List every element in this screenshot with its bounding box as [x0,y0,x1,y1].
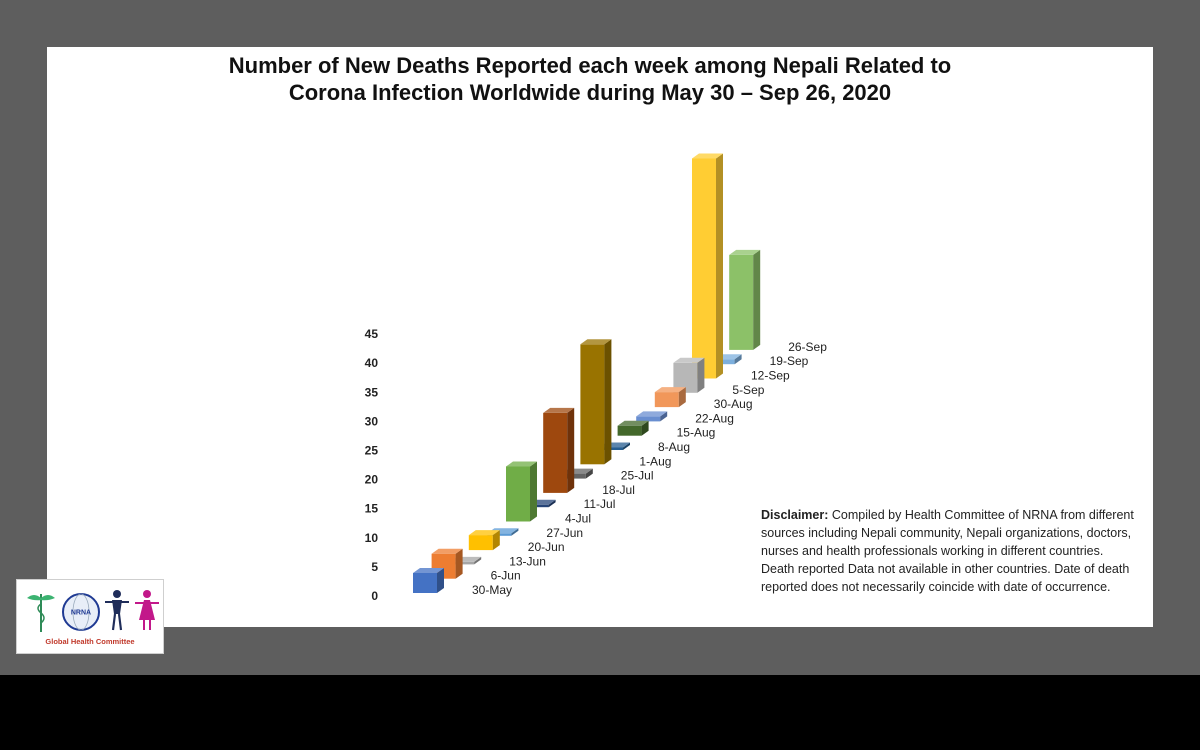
bar-top-face [617,420,649,426]
bars [413,153,761,593]
bar-chart-3d: 0 5 10 15 20 25 30 35 40 45 30-May6-Jun13-Jun20-J… [365,153,827,603]
bar-30-Aug [654,387,686,408]
y-tick-label: 15 [365,502,379,516]
bar-side-face [455,548,463,579]
bar-side-face [585,468,593,479]
bar-front-face [729,254,754,350]
bar-top-face [654,387,686,393]
x-tick-label: 8-Aug [658,440,690,454]
bar-top-face [468,530,500,536]
x-tick-label: 13-Jun [509,554,546,568]
y-tick-label: 20 [365,473,379,487]
disclaimer-text: Compiled by Health Committee of NRNA fro… [761,508,1134,594]
nrna-logo: NRNA [27,590,159,632]
y-tick-label: 30 [365,414,379,428]
bar-side-face [567,407,575,493]
bar-top-face [673,357,705,363]
x-tick-label: 27-Jun [546,526,583,540]
y-tick-label: 40 [365,356,379,370]
bar-top-face [506,461,537,467]
x-tick-label: 11-Jul [584,497,616,511]
bar-side-face [474,556,482,565]
bar-front-face [617,425,642,436]
bar-front-face [636,416,661,422]
bar-side-face [623,442,630,450]
y-axis: 0 5 10 15 20 25 30 35 40 45 [365,327,379,603]
x-axis: 30-May6-Jun13-Jun20-Jun27-Jun4-Jul11-Jul… [472,340,827,597]
bar-20-Jun [468,530,500,551]
bar-side-face [548,499,556,508]
bar-15-Aug [617,420,649,436]
bar-22-Aug [636,411,668,422]
bar-18-Jul [543,407,575,493]
bar-front-face [692,158,716,379]
bar-side-face [697,357,705,393]
slide-panel [47,47,1153,627]
bar-side-face [492,530,500,551]
y-tick-label: 10 [365,531,379,545]
y-tick-label: 45 [365,327,379,341]
bar-front-face [506,466,530,522]
x-tick-label: 19-Sep [770,354,809,368]
bar-side-face [437,568,444,593]
disclaimer: Disclaimer: Compiled by Health Committee… [761,506,1139,596]
bar-front-face [580,344,605,465]
bar-side-face [530,461,537,522]
globe-icon: NRNA [62,593,100,631]
bar-top-face [543,407,575,413]
bar-front-face [413,573,437,593]
x-tick-label: 30-Aug [714,397,753,411]
bar-12-Sep [692,153,723,379]
x-tick-label: 1-Aug [639,454,671,468]
bar-side-face [511,528,519,536]
logo-text: NRNA [71,610,91,617]
bar-top-face [580,339,612,345]
female-figure-icon [135,590,159,630]
bar-26-Sep [729,249,761,350]
bar-top-face [692,153,723,159]
male-figure-icon [105,590,129,631]
x-tick-label: 22-Aug [695,411,734,425]
bar-side-face [734,354,742,365]
logo-caption: Global Health Committee [45,637,135,646]
bar-top-face [431,548,463,554]
bar-1-Aug [580,339,612,465]
y-tick-label: 35 [365,385,379,399]
bar-top-face [729,249,761,255]
bar-front-face [468,535,493,551]
bar-side-face [678,387,686,408]
bar-side-face [604,339,612,465]
x-tick-label: 4-Jul [565,512,591,526]
bar-5-Sep [673,357,705,393]
bar-top-face [636,411,668,417]
x-tick-label: 6-Jun [491,569,521,583]
disclaimer-label: Disclaimer: [761,508,829,522]
bar-top-face [413,568,444,573]
x-tick-label: 5-Sep [732,383,764,397]
chart-title-line-2: Corona Infection Worldwide during May 30… [288,80,892,105]
bar-30-May [413,568,444,593]
x-tick-label: 15-Aug [677,426,716,440]
y-tick-label: 5 [371,560,378,574]
bar-side-face [716,153,723,379]
bar-4-Jul [506,461,537,522]
chart-title-line-1: Number of New Deaths Reported each week … [228,53,952,78]
bar-side-face [660,411,668,422]
bar-side-face [753,249,761,350]
x-tick-label: 20-Jun [528,540,565,554]
x-tick-label: 25-Jul [621,469,654,483]
x-tick-label: 18-Jul [602,483,635,497]
y-tick-label: 0 [371,589,378,603]
y-tick-label: 25 [365,444,379,458]
bar-front-face [654,392,679,408]
caduceus-icon [27,594,55,632]
x-tick-label: 26-Sep [788,340,827,354]
x-tick-label: 30-May [472,583,512,597]
logo-box: NRNA Global Health Committee [16,579,164,654]
x-tick-label: 12-Sep [751,369,790,383]
bar-front-face [543,412,568,493]
chart-title: Number of New Deaths Reported each week … [47,52,1133,106]
